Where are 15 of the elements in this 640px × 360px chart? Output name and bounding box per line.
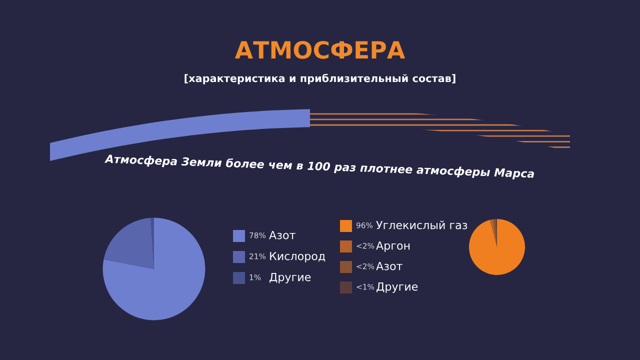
legend-label: Азот [269, 230, 296, 240]
legend-label: Кислород [270, 252, 326, 262]
pie-slice [469, 219, 525, 275]
chart-subtitle: [характеристика и приблизительный состав] [184, 74, 456, 84]
pie-slice [104, 218, 154, 269]
legend-label: Другие [376, 282, 418, 293]
text: Атмосфера Земли более чем в 100 раз плотнее атмосферы Марса [104, 154, 534, 180]
legend-label: Азот [376, 262, 402, 270]
legend-label: Углекислый газ [376, 220, 468, 230]
pie-slice [490, 219, 497, 247]
legend-label: Другие [270, 272, 311, 284]
chart-title: АТМОСФЕРА [234, 40, 406, 59]
pie-slice [102, 218, 206, 320]
legend-label: Аргон [376, 241, 410, 252]
pie-slice [493, 219, 497, 247]
